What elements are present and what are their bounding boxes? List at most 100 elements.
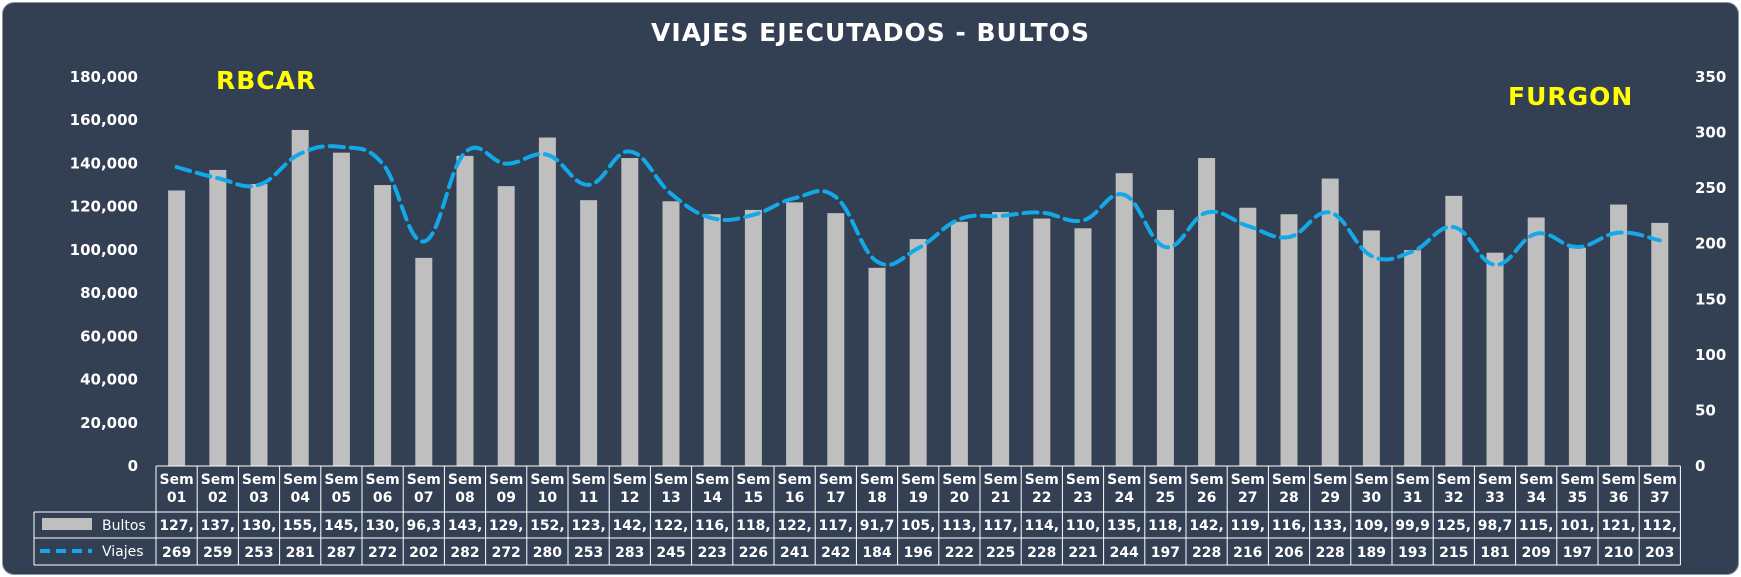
table-value-viajes: 272 xyxy=(492,545,521,561)
x-tick-label: Sem 08 xyxy=(448,472,482,506)
x-tick-label: Sem 26 xyxy=(1190,472,1224,506)
bar-bultos xyxy=(950,221,968,466)
x-tick-label: Sem 18 xyxy=(860,472,894,506)
table-value-bultos: 142, xyxy=(1189,518,1224,534)
x-tick-label: Sem 07 xyxy=(407,472,441,506)
bar-bultos xyxy=(415,257,433,466)
y-left-tick-label: 140,000 xyxy=(70,154,138,172)
bar-bultos xyxy=(1568,247,1586,466)
table-value-bultos: 109, xyxy=(1354,518,1389,534)
legend-label-bultos: Bultos xyxy=(102,518,146,534)
table-value-bultos: 130, xyxy=(365,518,400,534)
table-value-bultos: 143, xyxy=(448,518,483,534)
table-value-bultos: 110, xyxy=(1066,518,1101,534)
table-value-bultos: 125, xyxy=(1437,518,1472,534)
table-value-bultos: 98,7 xyxy=(1478,518,1513,534)
table-value-viajes: 222 xyxy=(945,545,974,561)
table-value-bultos: 135, xyxy=(1107,518,1142,534)
x-tick-label: Sem 10 xyxy=(530,472,564,506)
bar-bultos xyxy=(662,201,680,466)
chart-title: VIAJES EJECUTADOS - BULTOS xyxy=(651,18,1090,47)
line-viajes xyxy=(174,144,1662,267)
x-tick-label: Sem 23 xyxy=(1066,472,1100,506)
bar-bultos xyxy=(703,214,721,466)
table-value-bultos: 137, xyxy=(201,518,236,534)
table-value-bultos: 91,7 xyxy=(860,518,895,534)
x-tick-label: Sem 32 xyxy=(1437,472,1471,506)
x-tick-label: Sem 14 xyxy=(695,472,729,506)
table-value-viajes: 210 xyxy=(1604,545,1633,561)
table-value-bultos: 101, xyxy=(1560,518,1595,534)
y-left-tick-label: 180,000 xyxy=(70,68,138,86)
x-tick-label: Sem 29 xyxy=(1313,472,1347,506)
bar-bultos xyxy=(538,137,556,466)
table-value-bultos: 115, xyxy=(1519,518,1554,534)
bar-bultos xyxy=(209,169,227,466)
table-value-viajes: 259 xyxy=(203,545,232,561)
bar-bultos xyxy=(992,212,1010,466)
x-tick-label: Sem 17 xyxy=(819,472,853,506)
table-value-bultos: 123, xyxy=(571,518,606,534)
table-value-bultos: 117, xyxy=(983,518,1018,534)
bar-bultos xyxy=(909,239,927,466)
table-value-bultos: 122, xyxy=(777,518,812,534)
x-tick-label: Sem 06 xyxy=(366,472,400,506)
table-value-viajes: 225 xyxy=(986,545,1015,561)
table-value-viajes: 181 xyxy=(1480,545,1509,561)
y-right-tick-label: 50 xyxy=(1695,401,1716,419)
x-tick-label: Sem 16 xyxy=(778,472,812,506)
bar-bultos xyxy=(621,158,639,466)
x-tick-label: Sem 01 xyxy=(160,472,194,506)
y-left-tick-label: 160,000 xyxy=(70,111,138,129)
table-value-bultos: 113, xyxy=(942,518,977,534)
table-value-viajes: 202 xyxy=(409,545,438,561)
x-tick-label: Sem 33 xyxy=(1478,472,1512,506)
y-right-tick-label: 250 xyxy=(1695,179,1726,197)
x-tick-label: Sem 30 xyxy=(1354,472,1388,506)
table-value-viajes: 226 xyxy=(739,545,768,561)
table-value-bultos: 116, xyxy=(1272,518,1307,534)
bar-bultos xyxy=(1156,209,1174,467)
x-tick-label: Sem 28 xyxy=(1272,472,1306,506)
x-tick-label: Sem 21 xyxy=(984,472,1018,506)
table-value-viajes: 245 xyxy=(656,545,685,561)
table-value-viajes: 197 xyxy=(1563,545,1592,561)
y-left-tick-label: 60,000 xyxy=(80,327,138,345)
legend-label-viajes: Viajes xyxy=(102,544,144,560)
table-value-viajes: 228 xyxy=(1192,545,1221,561)
table-value-viajes: 193 xyxy=(1398,545,1427,561)
table-value-viajes: 184 xyxy=(862,545,891,561)
table-value-bultos: 114, xyxy=(1025,518,1060,534)
x-tick-label: Sem 03 xyxy=(242,472,276,506)
table-value-viajes: 228 xyxy=(1027,545,1056,561)
table-value-viajes: 280 xyxy=(533,545,562,561)
table-value-viajes: 221 xyxy=(1068,545,1097,561)
table-value-viajes: 242 xyxy=(821,545,850,561)
table-value-viajes: 253 xyxy=(574,545,603,561)
x-tick-label: Sem 20 xyxy=(942,472,976,506)
table-value-bultos: 96,3 xyxy=(407,518,442,534)
y-right-tick-label: 350 xyxy=(1695,68,1726,86)
table-value-viajes: 272 xyxy=(368,545,397,561)
table-value-viajes: 215 xyxy=(1439,545,1468,561)
table-value-bultos: 118, xyxy=(736,518,771,534)
table-value-viajes: 269 xyxy=(162,545,191,561)
table-value-bultos: 145, xyxy=(324,518,359,534)
x-tick-label: Sem 15 xyxy=(736,472,770,506)
table-value-viajes: 209 xyxy=(1522,545,1551,561)
bar-bultos xyxy=(1527,217,1545,466)
table-value-bultos: 133, xyxy=(1313,518,1348,534)
bar-bultos xyxy=(1321,178,1339,467)
x-tick-label: Sem 35 xyxy=(1560,472,1594,506)
bar-bultos xyxy=(1486,252,1504,466)
table-value-viajes: 196 xyxy=(904,545,933,561)
bar-bultos xyxy=(1445,195,1463,466)
table-value-bultos: 127, xyxy=(159,518,194,534)
x-tick-label: Sem 05 xyxy=(324,472,358,506)
y-left-tick-label: 40,000 xyxy=(80,371,138,389)
y-left-tick-label: 20,000 xyxy=(80,414,138,432)
bar-bultos xyxy=(1610,204,1628,466)
bar-bultos xyxy=(868,267,886,466)
y-right-tick-label: 300 xyxy=(1695,124,1726,142)
bar-bultos xyxy=(168,190,186,467)
